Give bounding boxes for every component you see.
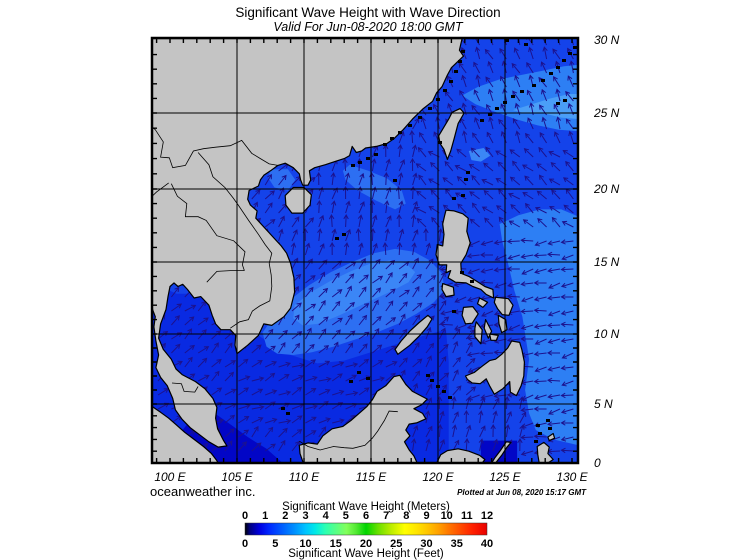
longitude-axis-labels: 100 E 105 E 110 E 115 E 120 E 125 E 130 E <box>154 470 588 484</box>
colorbar-meters-tick: 9 <box>423 510 429 522</box>
map-frame <box>150 36 580 465</box>
colorbar-meters-tick: 3 <box>302 510 308 522</box>
colorbar-meters-tick: 0 <box>242 510 248 522</box>
map-plot-area <box>152 38 578 463</box>
colorbar-meters-tick: 7 <box>383 510 389 522</box>
degree-tick-marks <box>152 38 578 463</box>
colorbar-feet-tick: 25 <box>390 538 402 550</box>
colorbar-feet-tick: 35 <box>451 538 463 550</box>
y-tick-label: 5 N <box>594 397 613 411</box>
colorbar-feet-tick: 40 <box>481 538 493 550</box>
x-tick-label: 130 E <box>556 470 588 484</box>
shade-tonkin-patch <box>268 169 296 191</box>
colorbar-meters-tick: 2 <box>282 510 288 522</box>
x-tick-label: 115 E <box>356 470 387 484</box>
colorbar-meters-label: Significant Wave Height (Meters) <box>282 501 450 513</box>
colorbar-meters-tick: 6 <box>363 510 369 522</box>
colorbar-feet-tick: 15 <box>330 538 342 550</box>
colorbar-meters-tick: 1 <box>262 510 268 522</box>
plotted-timestamp: Plotted at Jun 08, 2020 15:17 GMT <box>457 488 587 497</box>
colorbar-meters-tick: 10 <box>441 510 453 522</box>
x-tick-label: 105 E <box>221 470 253 484</box>
colorbar-feet-label: Significant Wave Height (Feet) <box>288 548 444 560</box>
shade-pacific-light <box>499 209 578 446</box>
colorbar-meters-tick: 5 <box>343 510 349 522</box>
y-tick-label: 10 N <box>594 327 620 341</box>
country-borders <box>152 126 398 451</box>
colorbar-feet-tick: 10 <box>299 538 311 550</box>
colorbar-gradient <box>244 522 488 536</box>
colorbar-meters-tick: 8 <box>403 510 409 522</box>
x-tick-label: 120 E <box>422 470 454 484</box>
country-border-layer <box>152 126 398 451</box>
colorbar-feet-ticks: 0 5 10 15 20 25 30 35 40 <box>242 538 493 550</box>
colorbar-feet-tick: 0 <box>242 538 248 550</box>
graticule-layer <box>152 38 578 463</box>
y-tick-label: 25 N <box>593 106 620 120</box>
colorbar-meters-tick: 12 <box>481 510 493 522</box>
x-tick-label: 100 E <box>154 470 186 484</box>
colorbar-meters-tick: 4 <box>323 510 330 522</box>
x-tick-label: 125 E <box>489 470 521 484</box>
colorbar-feet-tick: 5 <box>272 538 278 550</box>
landmass-coastlines <box>152 38 556 463</box>
valid-time-subtitle: Valid For Jun-08-2020 18:00 GMT <box>273 20 464 34</box>
graticule-lines <box>152 38 578 463</box>
page-title: Significant Wave Height with Wave Direct… <box>235 5 500 20</box>
colorbar-meters-tick: 11 <box>461 510 473 522</box>
colorbar-meters-ticks: 0 1 2 3 4 5 6 7 8 9 10 11 12 <box>242 510 493 522</box>
oceanweather-credit: oceanweather inc. <box>150 484 256 499</box>
y-tick-label: 30 N <box>594 33 620 47</box>
colorbar-feet-tick: 20 <box>360 538 372 550</box>
shade-central-band-core <box>293 260 416 326</box>
land-layer <box>152 38 577 463</box>
colorbar-feet-tick: 30 <box>420 538 432 550</box>
x-tick-label: 110 E <box>289 470 320 484</box>
latitude-axis-labels: 30 N 25 N 20 N 15 N 10 N 5 N 0 <box>593 33 620 470</box>
degree-ticks <box>152 38 578 463</box>
y-tick-label: 0 <box>594 456 601 470</box>
shade-nscs-tongue <box>342 164 406 210</box>
y-tick-label: 15 N <box>594 255 620 269</box>
y-tick-label: 20 N <box>593 182 620 196</box>
